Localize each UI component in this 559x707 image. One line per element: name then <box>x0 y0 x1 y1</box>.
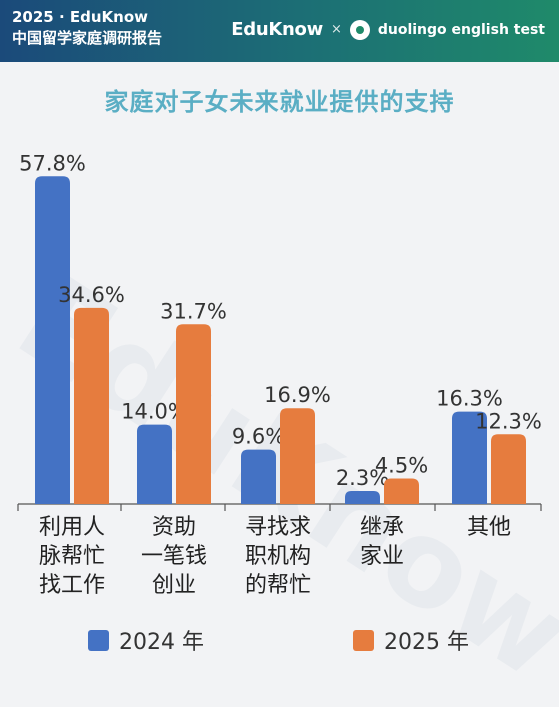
bar-2025-2 <box>280 408 315 504</box>
duolingo-logo-icon <box>349 19 370 40</box>
data-label-2025-3: 4.5% <box>375 453 428 477</box>
bar-2025-4 <box>491 434 526 504</box>
bar-2025-3 <box>384 478 419 504</box>
legend-label-2025: 2025 年 <box>384 630 469 655</box>
category-label-2: 寻找求 <box>245 515 311 540</box>
category-label-0: 找工作 <box>39 573 105 598</box>
bar-2024-4 <box>452 411 487 504</box>
bar-2024-2 <box>241 449 276 504</box>
category-label-2: 的帮忙 <box>245 573 311 598</box>
category-label-1: 资助 <box>152 515 196 540</box>
legend-swatch-2025 <box>353 629 374 651</box>
report-title: 中国留学家庭调研报告 <box>12 29 163 47</box>
bar-2024-1 <box>137 424 172 504</box>
legend-swatch-2024 <box>88 629 109 651</box>
category-label-0: 脉帮忙 <box>39 544 105 569</box>
data-label-2024-0: 57.8% <box>19 151 86 175</box>
data-label-2024-2: 9.6% <box>232 425 285 449</box>
data-label-2025-2: 16.9% <box>264 383 331 407</box>
data-label-2025-1: 31.7% <box>160 299 227 323</box>
bar-2024-0 <box>35 176 70 504</box>
separator-icon: × <box>330 22 342 37</box>
bar-2025-1 <box>176 324 211 504</box>
bar-chart: 57.8%34.6%利用人脉帮忙找工作14.0%31.7%资助一笔钱创业9.6%… <box>17 151 542 598</box>
brand-logos: EduKnow × duolingo english test <box>231 19 545 40</box>
data-label-2025-4: 12.3% <box>475 409 542 433</box>
category-label-0: 利用人 <box>39 515 105 540</box>
chart-title: 家庭对子女未来就业提供的支持 <box>104 88 455 116</box>
category-label-3: 继承 <box>360 515 404 540</box>
legend-item-2025: 2025 年 <box>353 624 469 656</box>
category-label-4: 其他 <box>467 515 511 540</box>
bar-2025-0 <box>74 307 109 504</box>
data-label-2025-0: 34.6% <box>58 283 125 307</box>
legend-label-2024: 2024 年 <box>119 630 204 655</box>
legend-item-2024: 2024 年 <box>88 624 204 656</box>
report-title-block: 2025 · EduKnow 中国留学家庭调研报告 <box>12 8 162 49</box>
report-header: 2025 · EduKnow 中国留学家庭调研报告 EduKnow × duol… <box>0 0 559 62</box>
category-label-3: 家业 <box>360 544 404 569</box>
category-label-2: 职机构 <box>245 544 311 569</box>
bar-2024-3 <box>345 490 380 504</box>
data-label-2024-3: 2.3% <box>336 466 389 490</box>
eduknow-logo: EduKnow <box>231 19 323 40</box>
category-label-1: 一笔钱 <box>141 544 207 569</box>
data-label-2024-4: 16.3% <box>436 387 503 411</box>
report-year-brand: 2025 · EduKnow <box>12 8 149 26</box>
duolingo-logo-text: duolingo english test <box>377 21 545 38</box>
category-label-1: 创业 <box>152 573 196 598</box>
